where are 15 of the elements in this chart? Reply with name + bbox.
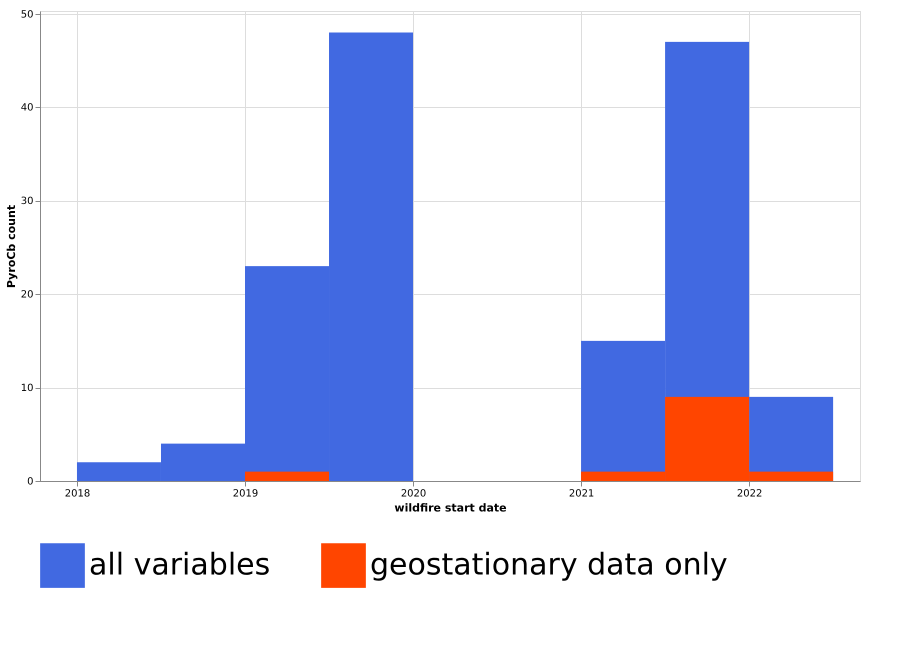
y-tick-label: 0 [27,476,34,488]
x-tick-label: 2022 [736,488,762,500]
y-tick-label: 20 [20,290,34,301]
x-tick-label: 2020 [400,488,426,500]
y-axis-title: PyroCb count [4,204,18,288]
y-tick-label: 10 [20,383,34,394]
legend-label: all variables [89,548,270,583]
x-tick-label: 2019 [232,488,258,500]
y-tick-label: 30 [20,196,34,208]
x-tick-label: 2018 [64,488,90,500]
y-tick-label: 40 [20,102,34,114]
x-axis-title: wildfire start date [394,502,507,514]
x-tick-label: 2021 [568,488,594,500]
y-tick-label: 50 [20,9,34,20]
legend-label: geostationary data only [370,548,728,583]
